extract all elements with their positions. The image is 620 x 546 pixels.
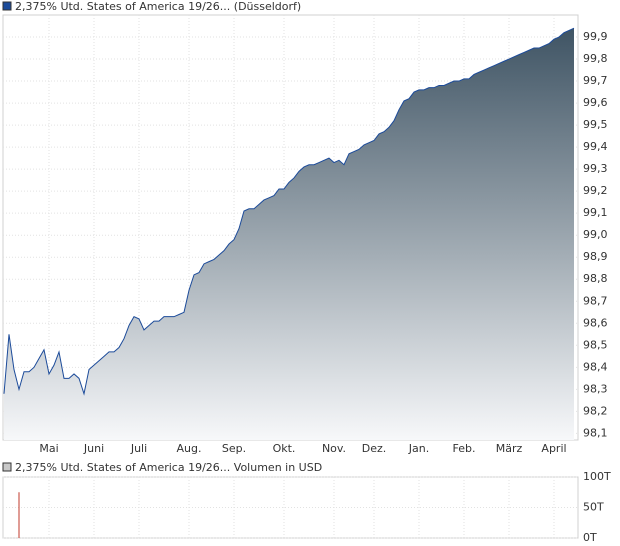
y-tick-label: 99,9 — [583, 30, 608, 43]
y-tick-label: 99,8 — [583, 52, 608, 65]
y-tick-label: 98,7 — [583, 294, 608, 307]
y-tick-label: 99,4 — [583, 140, 608, 153]
x-tick-label: Jan. — [408, 442, 429, 455]
y-tick-label: 99,6 — [583, 96, 608, 109]
x-tick-label: Juli — [130, 442, 147, 455]
x-tick-label: Mai — [39, 442, 58, 455]
y-tick-label: 50T — [583, 501, 604, 514]
x-tick-label: April — [541, 442, 566, 455]
y-tick-label: 99,7 — [583, 74, 608, 87]
y-tick-label: 98,8 — [583, 272, 608, 285]
y-tick-label: 99,5 — [583, 118, 608, 131]
x-tick-label: März — [496, 442, 523, 455]
x-tick-label: Nov. — [322, 442, 346, 455]
y-tick-label: 98,3 — [583, 382, 608, 395]
legend-swatch — [2, 1, 12, 11]
y-tick-label: 98,6 — [583, 316, 608, 329]
x-tick-label: Dez. — [362, 442, 387, 455]
y-tick-label: 99,1 — [583, 206, 608, 219]
x-tick-label: Aug. — [177, 442, 202, 455]
y-tick-label: 98,9 — [583, 250, 608, 263]
y-tick-label: 98,1 — [583, 426, 608, 439]
y-tick-label: 98,2 — [583, 404, 608, 417]
y-tick-label: 100T — [583, 470, 611, 483]
y-tick-label: 98,4 — [583, 360, 608, 373]
x-tick-label: Sep. — [222, 442, 246, 455]
y-tick-label: 99,3 — [583, 162, 608, 175]
volume-bar — [18, 492, 20, 538]
legend-swatch — [2, 462, 12, 472]
volume-frame — [2, 476, 579, 539]
legend-label: 2,375% Utd. States of America 19/26... V… — [15, 461, 322, 474]
x-tick-label: Okt. — [273, 442, 296, 455]
y-tick-label: 99,0 — [583, 228, 608, 241]
y-tick-label: 98,5 — [583, 338, 608, 351]
x-tick-label: Feb. — [453, 442, 476, 455]
price-line — [3, 27, 575, 396]
y-tick-label: 0T — [583, 531, 597, 544]
y-tick-label: 99,2 — [583, 184, 608, 197]
x-tick-label: Juni — [83, 442, 104, 455]
legend-label: 2,375% Utd. States of America 19/26... (… — [15, 0, 301, 13]
area-fill — [4, 28, 574, 441]
